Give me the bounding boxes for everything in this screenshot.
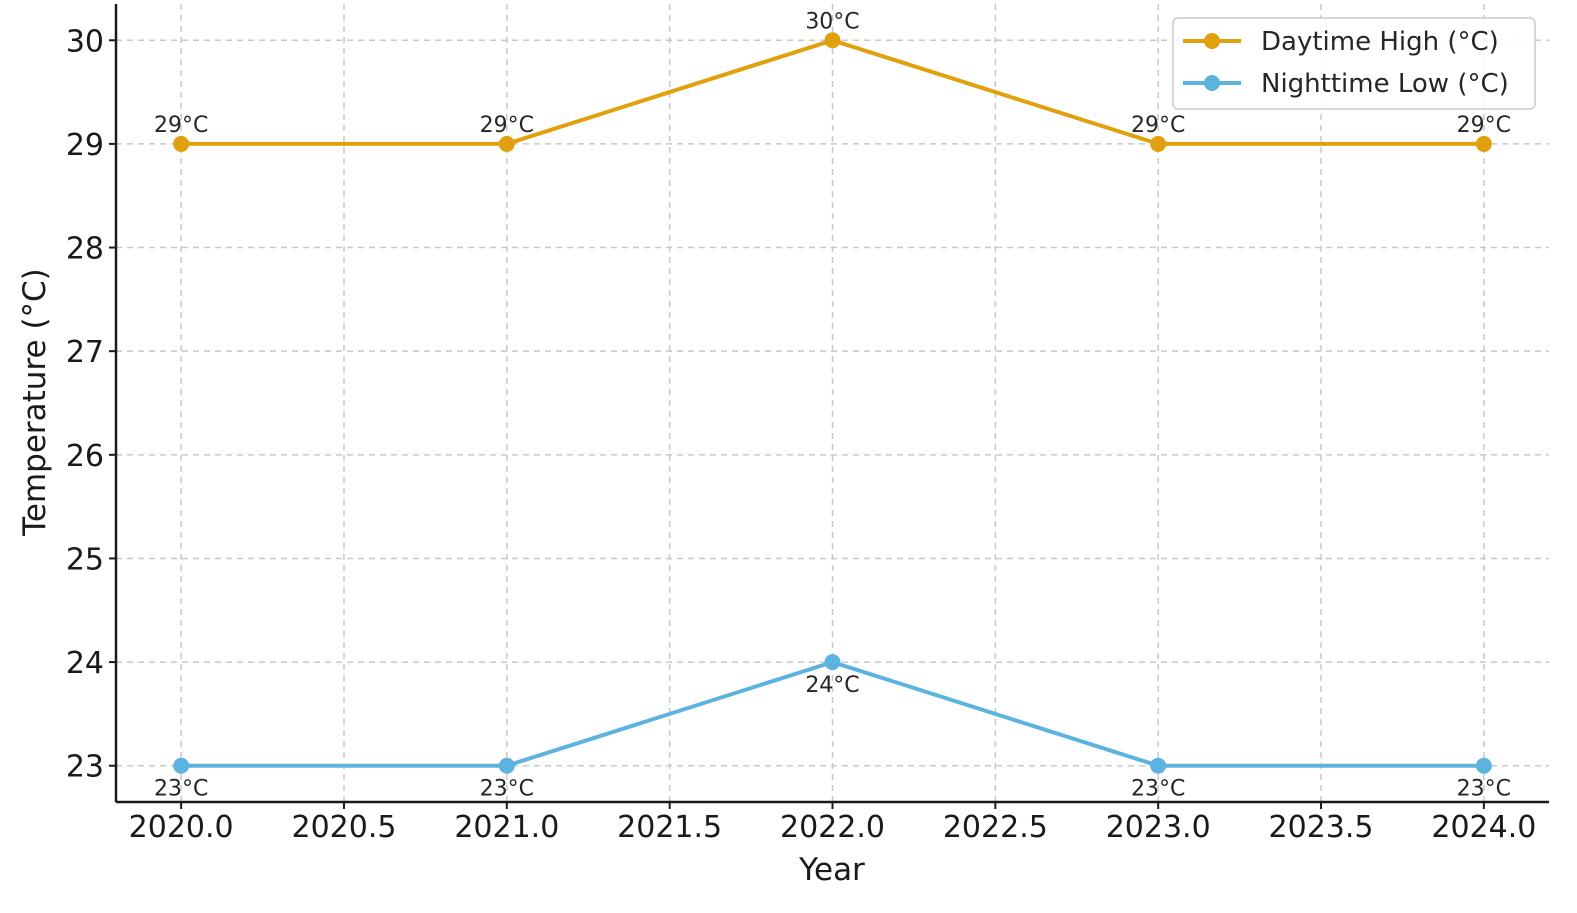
data-label-0: 29°C	[154, 113, 208, 138]
data-label-1: 23°C	[1457, 777, 1511, 802]
y-tick-label: 23	[66, 750, 104, 785]
y-tick-label: 26	[66, 439, 104, 474]
x-tick-label: 2023.5	[1269, 810, 1374, 845]
data-label-0: 29°C	[480, 113, 534, 138]
data-label-0: 30°C	[805, 9, 859, 34]
legend-marker-1	[1204, 75, 1220, 91]
x-tick-label: 2022.0	[780, 810, 885, 845]
data-point-1	[1150, 757, 1167, 774]
data-label-1: 23°C	[1131, 777, 1185, 802]
data-point-0	[498, 135, 515, 152]
data-point-0	[1150, 135, 1167, 152]
legend-label-1: Nighttime Low (°C)	[1261, 69, 1509, 99]
y-tick-label: 28	[66, 232, 104, 267]
x-tick-label: 2022.5	[943, 810, 1048, 845]
y-tick-label: 27	[66, 335, 104, 370]
axes: 2020.0 2020.5 2021.0 2021.5 2022.0 2022.5 2023…	[66, 4, 1549, 845]
data-point-1	[173, 757, 190, 774]
y-tick-label: 24	[66, 646, 104, 681]
y-axis-title: Temperature (°C)	[17, 268, 53, 537]
x-tick-label: 2024.0	[1431, 810, 1536, 845]
y-tick-label: 29	[66, 128, 104, 163]
y-tick-label: 25	[66, 542, 104, 577]
series-layer	[173, 32, 1492, 774]
data-point-0	[1475, 135, 1492, 152]
data-point-1	[824, 654, 841, 671]
legend: Daytime High (°C) Nighttime Low (°C)	[1172, 17, 1536, 110]
data-point-0	[824, 32, 841, 49]
y-tick-label: 30	[66, 24, 104, 59]
data-point-0	[173, 135, 190, 152]
x-tick-label: 2021.0	[454, 810, 559, 845]
x-axis-title: Year	[798, 852, 865, 888]
data-label-1: 23°C	[480, 777, 534, 802]
data-labels: 29°C 29°C 30°C 29°C 29°C 23°C 23°C 24°C 23°C 23°C	[154, 9, 1511, 801]
data-point-1	[1475, 757, 1492, 774]
legend-label-0: Daytime High (°C)	[1261, 27, 1499, 57]
x-tick-label: 2020.0	[129, 810, 234, 845]
data-point-1	[498, 757, 515, 774]
data-label-1: 24°C	[805, 673, 859, 698]
legend-box	[1172, 17, 1536, 110]
data-label-1: 23°C	[154, 777, 208, 802]
data-label-0: 29°C	[1457, 113, 1511, 138]
data-label-0: 29°C	[1131, 113, 1185, 138]
legend-marker-0	[1204, 33, 1220, 49]
x-tick-label: 2020.5	[291, 810, 396, 845]
x-tick-label: 2023.0	[1106, 810, 1211, 845]
x-tick-label: 2021.5	[617, 810, 722, 845]
